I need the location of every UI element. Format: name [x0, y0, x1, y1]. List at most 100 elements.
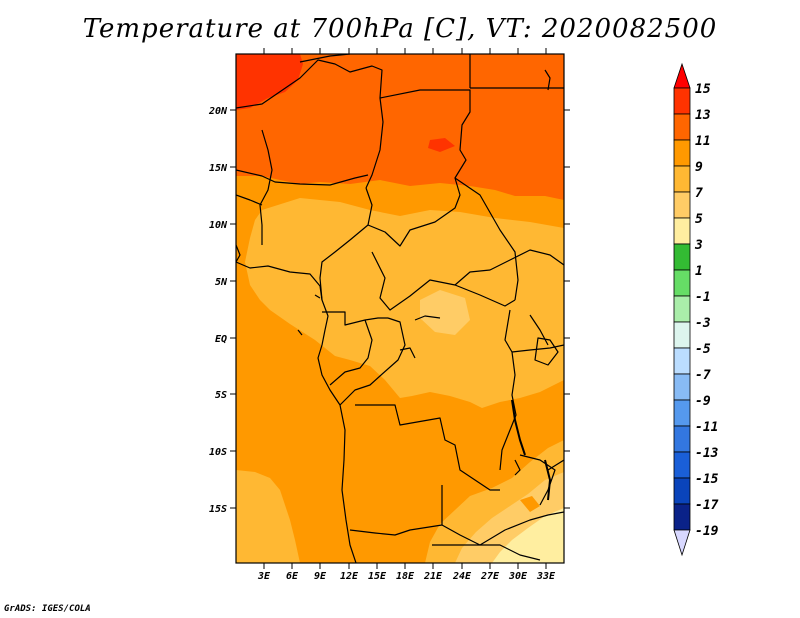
border-malawi	[519, 454, 556, 506]
colorbar-label: -7	[695, 368, 711, 383]
field-7-9-center	[245, 198, 564, 408]
border-car-south	[371, 251, 516, 311]
lon-label: 27E	[480, 571, 500, 582]
border-nigeria-west	[259, 129, 273, 245]
lat-label: 10S	[209, 447, 227, 458]
lake-tanganyika	[511, 399, 526, 456]
border-angola-north	[355, 404, 500, 491]
lon-label: 12E	[340, 571, 359, 582]
border-uganda	[511, 344, 564, 353]
country-borders	[236, 54, 564, 563]
field-3-5-se	[492, 508, 564, 563]
colorbar-label: 1	[695, 264, 703, 279]
coastline-west	[236, 244, 357, 563]
colorbar-label: -15	[695, 472, 719, 487]
field-9-11-spot	[520, 496, 540, 512]
lat-label: 15S	[209, 504, 227, 515]
colorbar-box	[673, 399, 691, 427]
field-13-15-spot	[428, 138, 455, 152]
colorbar-label: -13	[695, 446, 719, 461]
river-congo-2	[399, 347, 416, 359]
border-libya	[299, 54, 351, 63]
lake-malawi	[544, 459, 551, 501]
lat-axis: 20N 15N 10N 5N EQ 5S 10S 15S	[208, 106, 570, 515]
lat-label: 5S	[215, 390, 227, 401]
lon-label: 6E	[286, 571, 299, 582]
border-sudan-south	[454, 249, 564, 286]
colorbar-label: 15	[695, 82, 711, 97]
field-7-9-sw	[236, 470, 300, 563]
border-chad-east	[379, 89, 471, 179]
map-frame	[235, 53, 565, 564]
border-car-north	[367, 177, 519, 301]
colorbar-box	[673, 477, 691, 505]
temperature-field	[236, 54, 564, 563]
border-zambia	[441, 511, 564, 546]
colorbar-box	[673, 425, 691, 453]
colorbar-box	[673, 113, 691, 141]
border-benin	[236, 194, 263, 206]
colorbar-label: 3	[694, 238, 703, 253]
colorbar-box	[673, 165, 691, 193]
colorbar-box	[673, 217, 691, 245]
colorbar-label: -5	[695, 342, 711, 357]
border-kenya	[529, 314, 549, 346]
lat-label: 15N	[209, 163, 228, 174]
colorbar-box	[673, 503, 691, 531]
field-13-15-nw	[236, 54, 303, 110]
border-angola-south	[349, 485, 443, 536]
lake-mweru	[514, 459, 521, 476]
border-gabon-north	[322, 311, 388, 326]
colorbar-box	[673, 321, 691, 349]
border-botswana	[432, 544, 541, 561]
lake-victoria	[534, 337, 559, 366]
island-bioko	[297, 329, 303, 336]
lon-label: 24E	[452, 571, 472, 582]
colorbar-label: 11	[695, 134, 711, 149]
colorbar-box	[673, 191, 691, 219]
lon-label: 18E	[396, 571, 415, 582]
colorbar-labels: 15 13 11 9 7 5 3 1 -1 -3 -5 -7 -9 -11 -1…	[694, 82, 719, 539]
colorbar-label: -1	[695, 290, 711, 305]
border-cameroon-west	[319, 187, 373, 301]
colorbar-box	[673, 87, 691, 115]
grads-credit: GrADS: IGES/COLA	[4, 604, 91, 614]
island-small	[314, 294, 321, 299]
colorbar-box	[673, 347, 691, 375]
colorbar-box	[673, 139, 691, 167]
border-mozambique	[547, 459, 564, 471]
border-congo	[329, 319, 373, 386]
colorbar-box	[673, 451, 691, 479]
colorbar-box	[673, 373, 691, 401]
border-drc-west	[339, 317, 406, 406]
colorbar-label: -19	[695, 524, 719, 539]
colorbar-label: -9	[695, 394, 711, 409]
river-congo-1	[414, 315, 441, 321]
red-sea-coast	[544, 69, 551, 91]
colorbar-label: 7	[695, 186, 703, 201]
colorbar-bottom-arrow	[673, 529, 691, 557]
lat-label: 20N	[208, 106, 228, 117]
border-niger	[236, 59, 384, 189]
lon-label: 3E	[257, 571, 271, 582]
colorbar	[673, 62, 691, 557]
lon-label: 21E	[423, 571, 443, 582]
colorbar-box	[673, 243, 691, 271]
colorbar-box	[673, 295, 691, 323]
lon-label: 9E	[314, 571, 327, 582]
colorbar-label: -11	[695, 420, 718, 435]
colorbar-label: 5	[695, 212, 703, 227]
field-11-13	[236, 54, 564, 200]
lon-label: 33E	[536, 571, 556, 582]
lon-label: 15E	[368, 571, 387, 582]
lat-label: 5N	[215, 277, 228, 288]
field-5-7-patch	[420, 290, 470, 335]
lat-label: 10N	[209, 220, 228, 231]
colorbar-top-arrow	[673, 62, 691, 89]
chart-title: Temperature at 700hPa [C], VT: 202008250…	[82, 14, 718, 44]
colorbar-label: 9	[695, 160, 703, 175]
border-sahel	[236, 169, 369, 186]
colorbar-label: -17	[695, 498, 719, 513]
lat-label: EQ	[215, 334, 227, 345]
